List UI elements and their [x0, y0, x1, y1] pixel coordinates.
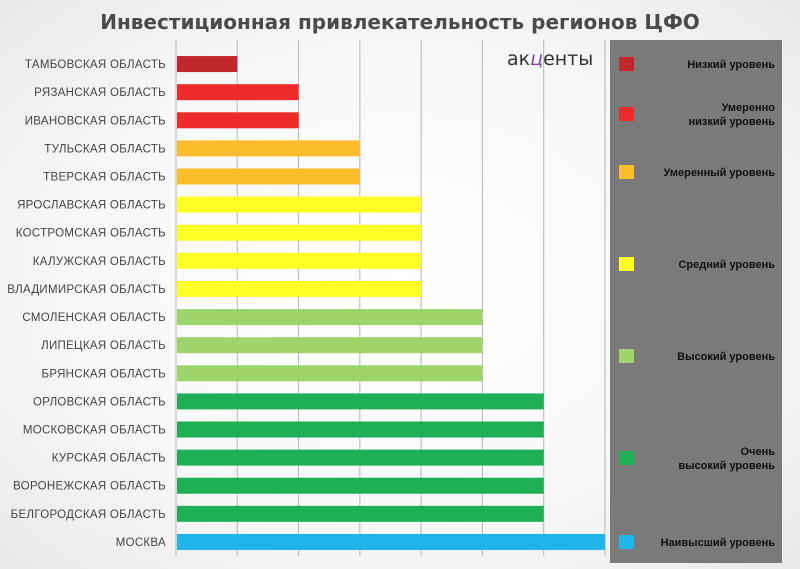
bar — [177, 533, 605, 550]
legend-label: высокий уровень — [678, 460, 775, 472]
legend-label: Умеренно — [722, 102, 776, 114]
logo-accent: ц — [530, 48, 544, 70]
bar — [177, 505, 544, 522]
legend-label: Умеренный уровень — [664, 167, 776, 179]
logo: акценты — [507, 48, 593, 70]
bars — [177, 56, 605, 550]
category-label: ИВАНОВСКАЯ ОБЛАСТЬ — [25, 115, 166, 127]
bar — [177, 449, 544, 466]
legend-label: Очень — [741, 446, 776, 458]
legend-swatch — [619, 451, 634, 465]
bar — [177, 56, 238, 73]
legend-label: Низкий уровень — [687, 59, 775, 71]
category-label: МОСКОВСКАЯ ОБЛАСТЬ — [23, 425, 166, 437]
bar — [177, 252, 422, 269]
legend-panel — [610, 40, 782, 563]
category-label: ВЛАДИМИРСКАЯ ОБЛАСТЬ — [7, 284, 166, 296]
legend-swatch — [619, 535, 634, 549]
category-label: ОРЛОВСКАЯ ОБЛАСТЬ — [33, 396, 166, 408]
logo-part-1: ак — [507, 48, 531, 70]
legend-label: Наивысший уровень — [661, 537, 776, 549]
category-label: ЯРОСЛАВСКАЯ ОБЛАСТЬ — [17, 200, 166, 212]
legend-swatch — [619, 257, 634, 271]
legend-label: Средний уровень — [678, 259, 775, 271]
category-label: ВОРОНЕЖСКАЯ ОБЛАСТЬ — [13, 481, 166, 493]
category-label: КОСТРОМСКАЯ ОБЛАСТЬ — [16, 228, 166, 240]
legend-label: низкий уровень — [688, 116, 775, 128]
bar — [177, 196, 422, 213]
bar — [177, 84, 299, 101]
category-label: РЯЗАНСКАЯ ОБЛАСТЬ — [34, 87, 166, 99]
bar — [177, 365, 483, 382]
bar — [177, 280, 422, 297]
category-label: КУРСКАЯ ОБЛАСТЬ — [52, 453, 166, 465]
category-label: МОСКВА — [116, 537, 166, 549]
category-label: ТВЕРСКАЯ ОБЛАСТЬ — [43, 172, 166, 184]
legend-swatch — [619, 165, 634, 179]
bar — [177, 168, 360, 185]
bar — [177, 309, 483, 326]
legend-label: Высокий уровень — [677, 351, 775, 363]
legend-swatch — [619, 107, 634, 121]
bar — [177, 393, 544, 410]
chart-title: Инвестиционная привлекательность регионо… — [100, 10, 700, 34]
category-label: БЕЛГОРОДСКАЯ ОБЛАСТЬ — [11, 509, 166, 521]
category-label: СМОЛЕНСКАЯ ОБЛАСТЬ — [22, 312, 166, 324]
bar — [177, 224, 422, 241]
logo-part-2: енты — [543, 48, 594, 70]
category-labels: ТАМБОВСКАЯ ОБЛАСТЬ РЯЗАНСКАЯ ОБЛАСТЬ ИВАНО… — [7, 59, 167, 549]
category-label: ТАМБОВСКАЯ ОБЛАСТЬ — [25, 59, 166, 71]
category-label: ЛИПЕЦКАЯ ОБЛАСТЬ — [41, 340, 166, 352]
category-label: БРЯНСКАЯ ОБЛАСТЬ — [42, 368, 167, 380]
legend-swatch — [619, 349, 634, 363]
bar — [177, 112, 299, 129]
bar — [177, 337, 483, 354]
bar — [177, 421, 544, 438]
category-label: ТУЛЬСКАЯ ОБЛАСТЬ — [44, 143, 166, 155]
category-label: КАЛУЖСКАЯ ОБЛАСТЬ — [33, 256, 166, 268]
bar — [177, 477, 544, 494]
bar — [177, 140, 360, 157]
legend-swatch — [619, 57, 634, 71]
